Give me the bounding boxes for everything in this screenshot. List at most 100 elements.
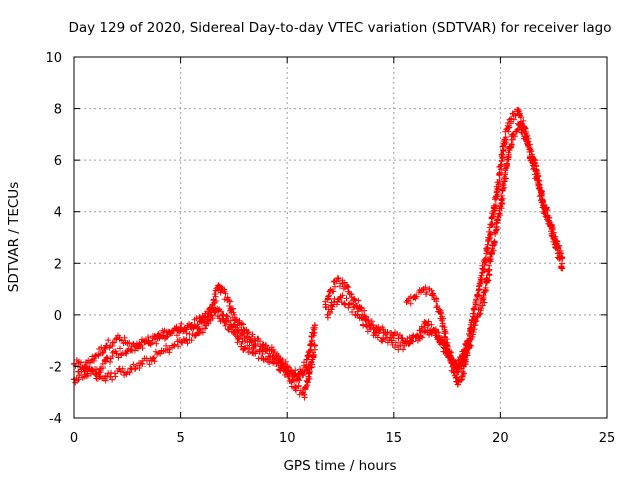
data-point <box>471 322 478 329</box>
y-axis-title: SDTVAR / TECUs <box>6 182 22 292</box>
data-point <box>209 301 216 308</box>
data-point <box>117 368 124 375</box>
data-point <box>294 376 301 383</box>
data-point <box>135 342 141 349</box>
data-point <box>337 293 344 300</box>
data-point <box>305 353 312 360</box>
y-tick-label: 0 <box>54 309 62 324</box>
data-point <box>230 329 237 336</box>
data-point <box>493 193 500 200</box>
data-point <box>403 299 410 305</box>
data-point <box>371 329 378 336</box>
data-point <box>252 342 259 349</box>
data-point <box>354 311 361 318</box>
data-point <box>113 350 120 357</box>
data-point <box>224 296 231 303</box>
data-point <box>484 244 491 251</box>
data-point <box>446 350 453 357</box>
data-point <box>166 329 173 336</box>
data-point <box>188 324 195 331</box>
data-point <box>301 391 308 398</box>
data-point <box>454 381 461 388</box>
data-point <box>405 340 412 347</box>
series-track-e <box>324 292 474 376</box>
data-point <box>156 332 163 339</box>
data-point <box>514 108 521 115</box>
data-point <box>326 288 333 295</box>
data-point <box>429 291 436 298</box>
data-point <box>422 319 429 326</box>
data-point <box>262 355 269 362</box>
data-point <box>388 337 395 344</box>
data-point <box>96 373 103 380</box>
data-point <box>437 309 444 316</box>
data-point <box>476 286 483 293</box>
data-point <box>431 327 438 334</box>
data-point <box>346 301 352 308</box>
data-point <box>380 335 387 342</box>
data-point <box>535 182 542 189</box>
data-point <box>284 368 291 375</box>
data-point <box>203 322 210 329</box>
x-tick-label: 25 <box>599 431 616 446</box>
data-point <box>181 337 188 344</box>
data-point <box>75 368 82 375</box>
data-point <box>103 342 109 349</box>
y-tick-label: 8 <box>54 103 62 118</box>
data-point <box>414 332 421 339</box>
data-point <box>480 296 487 303</box>
data-point <box>356 304 363 311</box>
data-point <box>171 342 178 349</box>
data-point <box>305 373 312 380</box>
data-point <box>465 337 472 344</box>
data-point <box>501 136 508 143</box>
data-point <box>252 350 259 357</box>
data-point <box>107 373 114 380</box>
data-point <box>529 159 536 166</box>
data-point <box>542 208 549 215</box>
data-point <box>124 340 131 347</box>
data-point <box>85 366 92 372</box>
data-point <box>420 286 427 293</box>
data-point <box>459 358 465 365</box>
data-point <box>311 322 318 329</box>
x-tick-label: 0 <box>70 431 78 446</box>
data-point <box>103 358 109 365</box>
data-point <box>523 136 529 143</box>
data-point <box>145 337 152 344</box>
data-point <box>139 360 146 367</box>
data-point <box>241 345 248 352</box>
data-point <box>220 317 227 323</box>
data-point <box>128 366 135 372</box>
data-point <box>516 121 523 127</box>
data-point <box>559 265 566 272</box>
data-point <box>508 115 515 122</box>
data-point <box>555 244 561 251</box>
data-point <box>444 342 451 349</box>
x-axis-title: GPS time / hours <box>283 458 396 474</box>
data-point <box>124 348 131 354</box>
data-point <box>510 131 517 138</box>
data-point <box>292 384 299 391</box>
data-point <box>503 162 510 169</box>
chart-title: Day 129 of 2020, Sidereal Day-to-day VTE… <box>68 20 611 36</box>
data-point <box>497 203 504 210</box>
y-tick-label: -4 <box>49 412 62 427</box>
data-point <box>92 353 99 360</box>
y-tick-label: 6 <box>54 154 62 169</box>
data-point <box>160 348 167 354</box>
y-tick-label: -2 <box>49 360 62 375</box>
series-track-g <box>446 120 566 371</box>
data-point <box>488 250 495 256</box>
data-point <box>216 283 222 290</box>
tick-layer: 0 5 10 15 20 25 -4 -2 0 2 4 6 8 10 <box>45 51 615 446</box>
data-point <box>273 360 280 367</box>
data-point <box>211 309 218 316</box>
y-tick-label: 4 <box>54 206 62 221</box>
data-point <box>450 368 457 375</box>
x-tick-label: 5 <box>176 431 184 446</box>
data-point <box>241 335 248 342</box>
grid-layer <box>74 57 607 418</box>
